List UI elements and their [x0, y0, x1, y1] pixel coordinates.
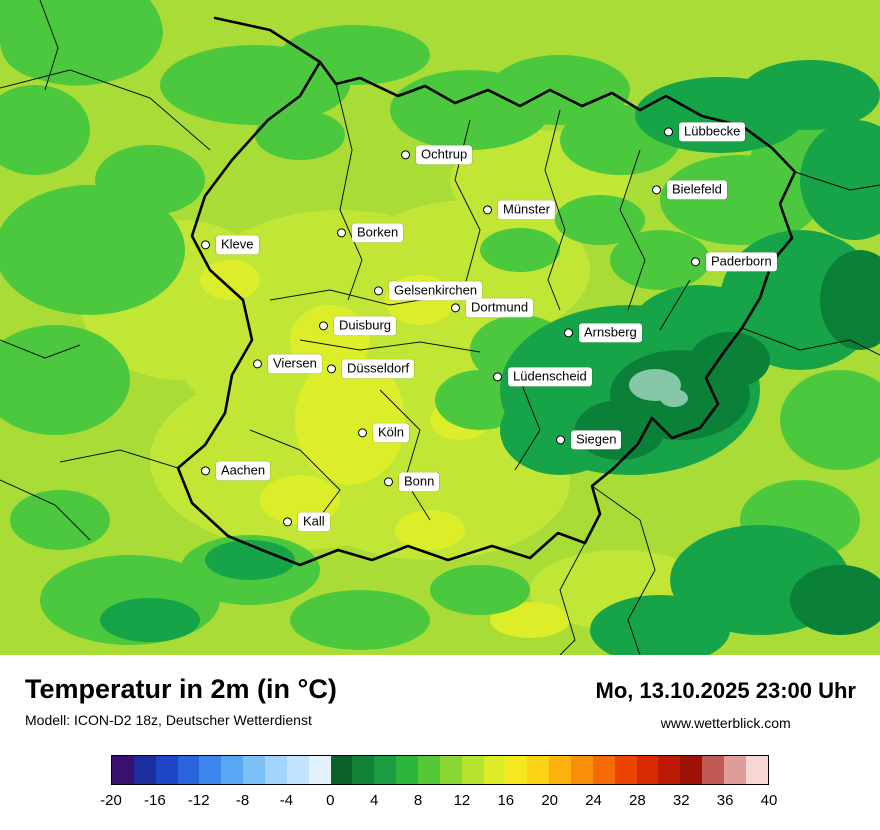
colorbar-tick: -20 [100, 792, 122, 810]
colorbar-tick: -4 [279, 792, 294, 810]
colorbar-segment [221, 756, 244, 785]
colorbar-segment [308, 756, 331, 785]
colorbar-tick: 4 [370, 792, 379, 810]
colorbar-segment [549, 756, 572, 785]
title-block: Temperatur in 2m (in °C) Modell: ICON-D2… [25, 674, 337, 728]
colorbar-segment [112, 756, 134, 785]
colorbar-tick: 40 [760, 792, 778, 810]
colorbar-segment [527, 756, 550, 785]
colorbar-tick: 8 [413, 792, 423, 810]
colorbar-segment [243, 756, 266, 785]
colorbar-tick: 12 [453, 792, 471, 810]
colorbar-segment [636, 756, 659, 785]
map-teal-patch [629, 369, 688, 407]
colorbar-segment [614, 756, 637, 785]
state-border [176, 16, 797, 567]
colorbar-segment [133, 756, 156, 785]
colorbar-segment [439, 756, 462, 785]
colorbar-tick: -12 [187, 792, 210, 810]
colorbar-segment [418, 756, 440, 785]
colorbar-ticks: -20 -16 -12 -8 -4 0 4 8 12 16 20 24 28 32 36 40 [100, 792, 777, 812]
colorbar-tick: 32 [672, 792, 690, 810]
colorbar-segment [745, 756, 768, 785]
colorbar-segment [177, 756, 200, 785]
colorbar-segment [680, 756, 703, 785]
colorbar-tick: 36 [716, 792, 734, 810]
temperature-map [0, 0, 880, 655]
colorbar-segment [352, 756, 375, 785]
colorbar-segment [505, 756, 528, 785]
colorbar-segments [111, 755, 769, 786]
colorbar-segment [658, 756, 681, 785]
colorbar-tick: -16 [144, 792, 166, 810]
colorbar: -20 -16 -12 -8 -4 0 4 8 12 16 20 24 28 32 36 40 [100, 755, 777, 812]
footer-header-row: Temperatur in 2m (in °C) Modell: ICON-D2… [0, 674, 880, 731]
colorbar-segment [265, 756, 287, 785]
page-title: Temperatur in 2m (in °C) [25, 674, 337, 704]
colorbar-segment [724, 756, 746, 785]
colorbar-segment [592, 756, 615, 785]
colorbar-segment [571, 756, 593, 785]
date-block: Mo, 13.10.2025 23:00 Uhr www.wetterblick… [596, 675, 856, 731]
colorbar-segment [286, 756, 309, 785]
colorbar-tick: 16 [497, 792, 515, 810]
datetime-label: Mo, 13.10.2025 23:00 Uhr [595, 678, 856, 703]
colorbar-segment [461, 756, 484, 785]
colorbar-tick: 20 [541, 792, 558, 810]
colorbar-segment [199, 756, 222, 785]
footer: Temperatur in 2m (in °C) Modell: ICON-D2… [0, 655, 880, 830]
website-label: www.wetterblick.com [660, 715, 791, 732]
model-label: Modell: ICON-D2 18z, Deutscher Wetterdie… [25, 711, 312, 728]
colorbar-tick: 24 [585, 792, 602, 810]
colorbar-tick: 28 [629, 792, 646, 810]
colorbar-segment [155, 756, 178, 785]
colorbar-segment [396, 756, 419, 785]
map-area: Ochtrup Lübbecke Bielefeld Münster Borken Kle… [0, 0, 880, 655]
colorbar-tick: -8 [235, 792, 250, 810]
colorbar-segment [483, 756, 506, 785]
colorbar-tick: 0 [326, 792, 335, 810]
colorbar-segment [702, 756, 725, 785]
colorbar-segment [330, 756, 353, 785]
colorbar-segment [374, 756, 397, 785]
